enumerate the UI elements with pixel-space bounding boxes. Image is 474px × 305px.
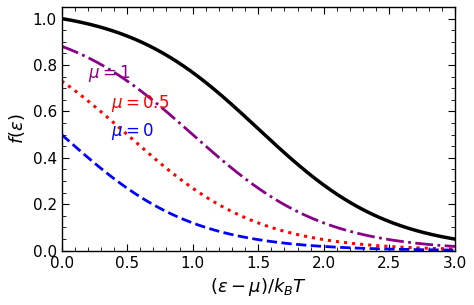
Text: $\mu=1$: $\mu=1$ — [88, 63, 130, 84]
Text: $\mu=0.5$: $\mu=0.5$ — [111, 93, 170, 114]
Y-axis label: $f(\varepsilon)$: $f(\varepsilon)$ — [7, 113, 27, 144]
X-axis label: $(\varepsilon-\mu)/k_B T$: $(\varepsilon-\mu)/k_B T$ — [210, 276, 307, 298]
Text: $\mu=0$: $\mu=0$ — [111, 121, 154, 142]
